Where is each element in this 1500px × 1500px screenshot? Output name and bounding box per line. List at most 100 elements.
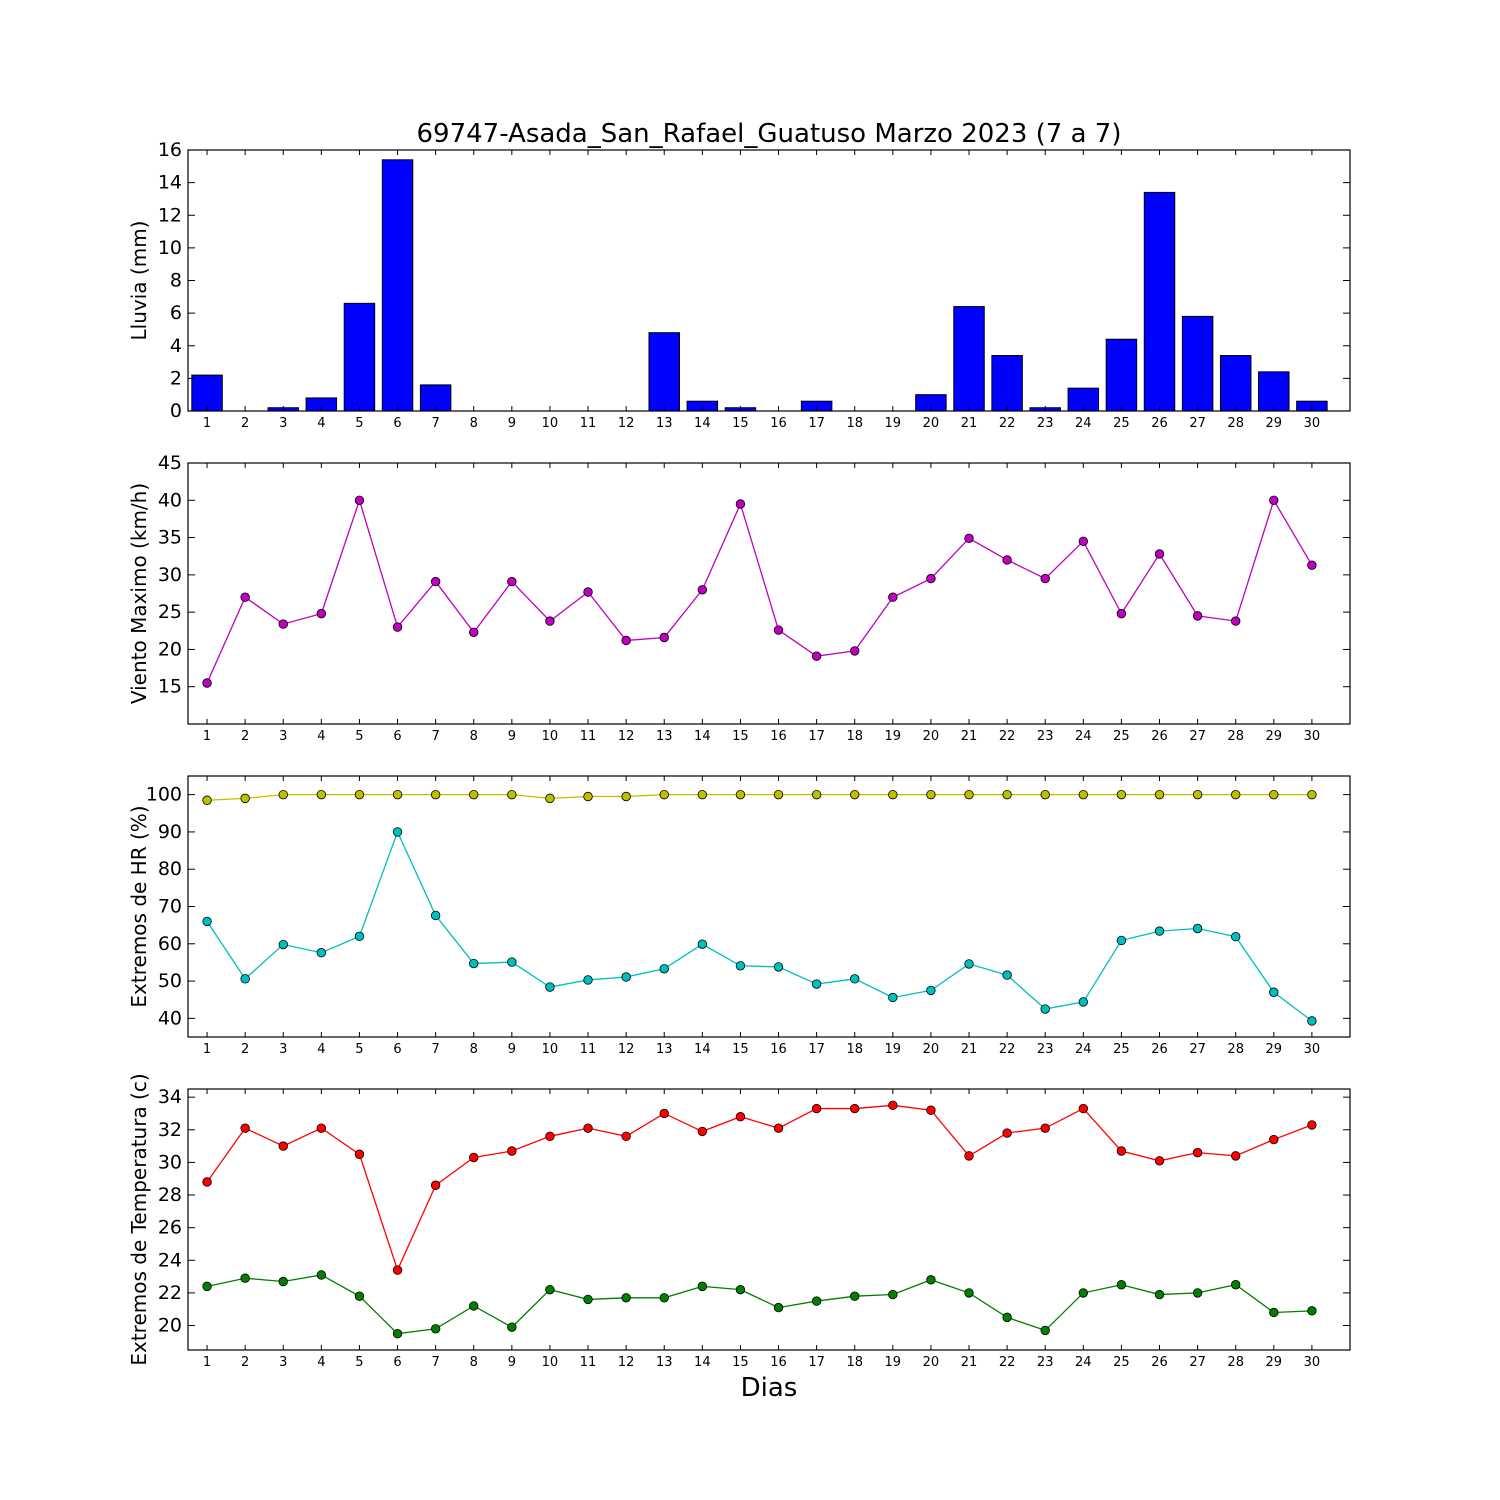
series-1-point-day-15 (735, 1112, 746, 1122)
y-tick-label: 28 (158, 1184, 182, 1206)
x-tick-label: 20 (923, 1042, 940, 1057)
series-2-point-day-16 (773, 1302, 784, 1313)
series-2-point-day-18 (850, 1291, 860, 1301)
series-1-point-day-25 (1116, 1146, 1127, 1156)
bar-day-28 (1219, 355, 1252, 412)
x-tick-label: 9 (508, 1355, 516, 1370)
series-2-point-day-9 (507, 957, 517, 967)
series-1-point-day-5 (354, 495, 365, 505)
series-1-point-day-20 (926, 573, 936, 584)
panels: 1 2 3 4 5 6 7 8 9 10 11 12 13 14 15 16 17 18 19 20 21 22 23 24 2… (127, 139, 1351, 1370)
series-2-point-day-17 (811, 1296, 822, 1306)
series-1-point-day-16 (773, 625, 784, 635)
x-tick-label: 17 (808, 416, 825, 431)
x-tick-label: 22 (999, 729, 1016, 744)
x-tick-label: 23 (1037, 416, 1054, 431)
series-1-point-day-26 (1154, 789, 1165, 800)
series-1-point-day-13 (659, 789, 669, 800)
series-1-point-day-23 (1040, 789, 1050, 800)
series-1-point-day-28 (1230, 1151, 1241, 1161)
x-tick-label: 8 (470, 729, 478, 744)
x-tick-label: 5 (355, 1355, 363, 1370)
series-2-point-day-21 (964, 959, 974, 969)
bar-day-27 (1181, 315, 1214, 412)
x-tick-label: 7 (431, 416, 439, 431)
x-tick-label: 3 (279, 1042, 287, 1057)
series-2-point-day-4 (316, 948, 327, 958)
x-tick-label: 14 (694, 1355, 711, 1370)
series-2-point-day-7 (430, 910, 441, 921)
x-tick-label: 23 (1037, 729, 1054, 744)
series-1-point-day-4 (316, 608, 327, 619)
y-tick-label: 32 (158, 1119, 182, 1141)
series-1-point-day-15 (735, 789, 746, 800)
y-tick-label: 60 (158, 933, 182, 955)
x-tick-label: 4 (317, 729, 325, 744)
x-tick-label: 14 (694, 416, 711, 431)
x-tick-label: 3 (279, 729, 287, 744)
series-1-point-day-27 (1192, 611, 1203, 621)
y-tick-label: 30 (158, 564, 182, 586)
y-tick-label: 16 (158, 139, 182, 161)
series-2-point-day-30 (1307, 1016, 1317, 1026)
y-tick-label: 22 (158, 1282, 182, 1304)
x-tick-label: 4 (317, 1355, 325, 1370)
series-1-point-day-11 (583, 587, 593, 597)
panel-1-y-axis-label: Lluvia (mm) (127, 221, 151, 341)
y-tick-label: 45 (158, 452, 182, 474)
series-1-point-day-20 (926, 789, 936, 800)
x-tick-label: 29 (1266, 729, 1283, 744)
series-2-line (206, 830, 1313, 1022)
x-tick-label: 10 (542, 1042, 559, 1057)
x-tick-label: 1 (203, 416, 211, 431)
x-tick-label: 28 (1227, 416, 1244, 431)
x-tick-label: 21 (961, 416, 978, 431)
series-1-point-day-19 (888, 789, 898, 800)
y-tick-label: 12 (158, 204, 182, 226)
series-1-point-day-7 (430, 576, 441, 587)
x-tick-label: 2 (241, 1042, 249, 1057)
y-tick-label: 2 (170, 367, 182, 389)
series-1-point-day-17 (811, 1103, 822, 1114)
bar-day-22 (991, 355, 1023, 412)
y-tick-label: 15 (158, 676, 182, 698)
series-2-point-day-6 (392, 827, 403, 837)
y-tick-label: 8 (170, 270, 182, 292)
panel-4: 1 2 3 4 5 6 7 8 9 10 11 12 13 14 15 16 17 18 19 20 21 22 23 24 2… (127, 1073, 1351, 1370)
panel-4-y-axis-label: Extremos de Temperatura (c) (127, 1073, 151, 1365)
x-tick-label: 25 (1113, 1042, 1130, 1057)
x-tick-label: 13 (656, 729, 673, 744)
series-1-point-day-21 (964, 789, 974, 800)
panel-4-frame (187, 1088, 1351, 1351)
x-tick-label: 28 (1227, 729, 1244, 744)
series-1-point-day-19 (888, 1100, 898, 1111)
x-tick-label: 9 (508, 416, 516, 431)
series-1-point-day-9 (507, 1146, 517, 1156)
series-1-point-day-5 (354, 1149, 365, 1159)
x-tick-label: 7 (431, 1355, 439, 1370)
x-tick-label: 11 (580, 729, 597, 744)
x-tick-label: 10 (542, 416, 559, 431)
series-2-point-day-13 (659, 1293, 669, 1303)
x-tick-label: 8 (470, 1355, 478, 1370)
bar-day-5 (343, 302, 376, 412)
series-1-point-day-10 (545, 793, 555, 804)
x-tick-label: 25 (1113, 1355, 1130, 1370)
x-tick-label: 18 (846, 1042, 863, 1057)
series-2-point-day-15 (735, 961, 746, 971)
series-2-point-day-30 (1307, 1306, 1317, 1316)
series-1-point-day-12 (621, 635, 631, 646)
bar-day-13 (648, 332, 680, 412)
series-1-point-day-22 (1002, 1128, 1012, 1138)
x-tick-label: 5 (355, 416, 363, 431)
series-2-point-day-11 (583, 975, 593, 985)
series-1-point-day-1 (202, 1177, 212, 1187)
series-1-point-day-26 (1154, 1156, 1165, 1166)
bar-day-29 (1258, 371, 1290, 412)
x-tick-label: 19 (885, 729, 902, 744)
x-tick-label: 1 (203, 729, 211, 744)
x-tick-label: 6 (393, 1042, 401, 1057)
series-1-point-day-6 (392, 789, 403, 800)
x-tick-label: 17 (808, 1042, 825, 1057)
